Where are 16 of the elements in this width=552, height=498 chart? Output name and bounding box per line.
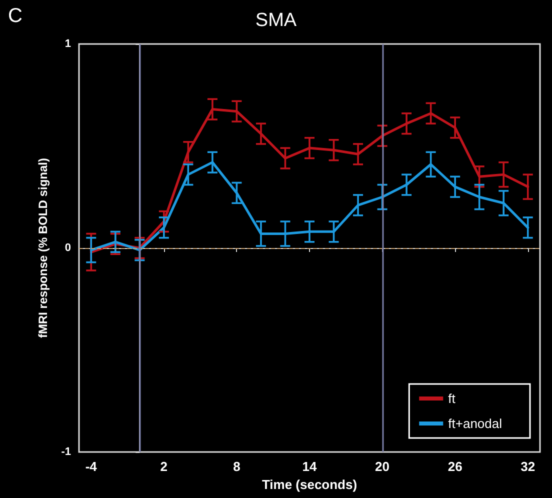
y-tick-label: 1 [64, 38, 71, 50]
text: C [8, 5, 22, 27]
x-tick-label: 14 [302, 459, 318, 474]
x-axis-title: Time (seconds) [262, 477, 358, 492]
y-axis-title: fMRI response (% BOLD signal) [36, 158, 50, 338]
x-tick-label: 2 [160, 459, 168, 474]
y-tick-label: -1 [61, 446, 71, 458]
x-tick-label: -4 [85, 459, 98, 474]
y-tick-label: 0 [64, 242, 71, 254]
legend-label: ft+anodal [448, 416, 502, 431]
x-tick-label: 8 [233, 459, 240, 474]
x-tick-label: 26 [448, 459, 462, 474]
legend-label: ft [448, 391, 456, 406]
chart-title: SMA [255, 10, 297, 31]
x-tick-label: 20 [375, 459, 390, 474]
x-tick-label: 32 [520, 459, 536, 474]
